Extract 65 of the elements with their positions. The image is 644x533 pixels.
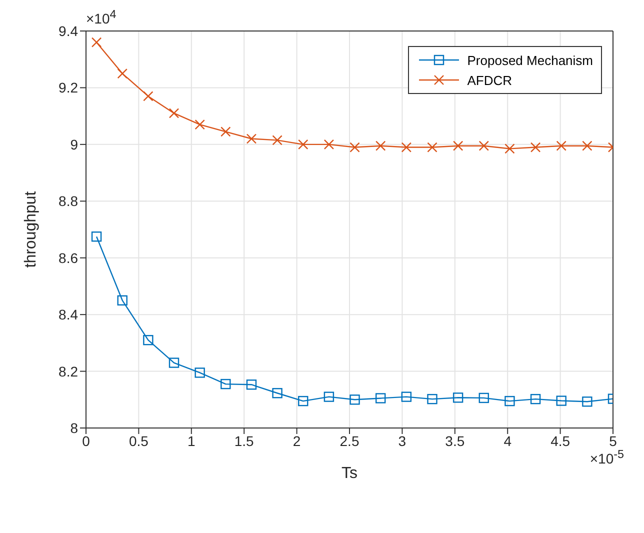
point (272, 135, 282, 146)
x-tick-label: 1.5 (234, 432, 254, 449)
point (350, 142, 360, 152)
point (375, 140, 386, 151)
point (582, 396, 592, 407)
y-axis-title: throughput (22, 190, 40, 268)
y-tick-label: 8 (70, 420, 78, 436)
x-tick-label: 0 (82, 432, 90, 449)
text: ×10$^{4}$ (86, 8, 116, 27)
point (168, 108, 180, 118)
x-tick-label: 2 (292, 432, 301, 449)
y-tick-label: 9 (70, 136, 78, 152)
text: ×10$^{-5}$ (590, 448, 624, 467)
point (246, 134, 257, 144)
point (246, 380, 257, 390)
point (478, 140, 489, 151)
point (530, 394, 541, 404)
point (375, 393, 386, 404)
point (298, 139, 308, 150)
point (427, 142, 438, 152)
x-tick-label: 3.5 (445, 432, 465, 449)
point (143, 91, 154, 102)
point (91, 37, 102, 48)
point (324, 392, 334, 402)
x-tick-label: 4.5 (550, 432, 570, 449)
y-tick-label: 8.6 (58, 250, 78, 266)
point (556, 396, 566, 406)
point (452, 140, 464, 151)
y-tick-label: 8.2 (58, 363, 78, 380)
y-tick-label: 8.8 (58, 193, 78, 210)
point (117, 295, 128, 306)
x-tick-label: 4 (504, 432, 512, 449)
point (143, 334, 154, 346)
x-tick-label: 5 (609, 432, 618, 449)
point (298, 396, 308, 406)
point (530, 142, 541, 152)
point (452, 392, 464, 403)
point (324, 139, 334, 150)
x-tick-label: 3 (398, 432, 406, 449)
point (504, 396, 515, 406)
point (582, 140, 592, 151)
y-tick-label: 9.2 (58, 80, 78, 96)
point (194, 119, 205, 130)
point (504, 144, 515, 154)
point (168, 358, 180, 368)
point (556, 140, 566, 151)
point (272, 388, 282, 398)
point (91, 231, 102, 242)
point (401, 392, 412, 402)
point (401, 142, 412, 152)
point (220, 126, 231, 137)
y-tick-label: 8.4 (58, 306, 78, 323)
x-tick-label: 0.5 (128, 432, 149, 449)
legend-label: Proposed Mechanism (467, 52, 593, 68)
point (117, 68, 128, 79)
point (427, 394, 438, 404)
y-tick-label: 9.4 (58, 22, 78, 39)
x-tick-label: 2.5 (340, 432, 360, 449)
x-tick-label: 1 (188, 432, 196, 449)
x-axis-title: Ts (342, 465, 358, 482)
point (478, 392, 489, 404)
point (220, 378, 231, 390)
legend-label: AFDCR (467, 72, 512, 88)
point (350, 394, 360, 405)
point (194, 368, 205, 378)
